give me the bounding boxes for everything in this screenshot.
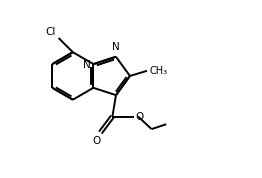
- Text: N: N: [83, 60, 91, 70]
- Text: O: O: [135, 111, 143, 122]
- Text: O: O: [93, 136, 101, 146]
- Text: N: N: [112, 41, 120, 51]
- Text: CH₃: CH₃: [149, 66, 167, 76]
- Text: Cl: Cl: [45, 27, 56, 37]
